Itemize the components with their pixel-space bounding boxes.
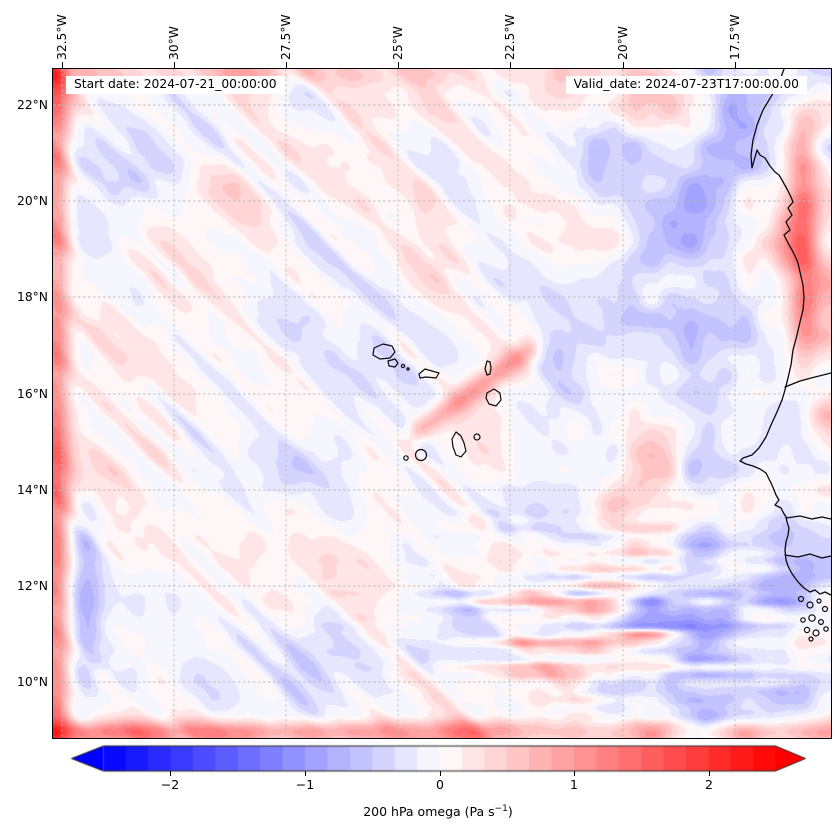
x-tick-label: 32.5°W [55, 14, 69, 60]
x-tick-mark [62, 62, 63, 68]
river-senegal [784, 372, 831, 388]
river-casamance [784, 553, 831, 559]
y-tick-label: 18°N [17, 290, 48, 304]
x-tick-mark [174, 62, 175, 68]
x-tick-label: 17.5°W [728, 14, 742, 60]
colorbar-tick-label: −2 [160, 777, 180, 792]
x-tick-label: 27.5°W [279, 14, 293, 60]
y-tick-label: 14°N [17, 483, 48, 497]
x-tick-mark [398, 62, 399, 68]
colorbar-tick-label: −1 [295, 777, 315, 792]
colorbar-tick-mark [170, 771, 171, 776]
colorbar-tick-mark [440, 771, 441, 776]
x-tick-mark [623, 62, 624, 68]
start-date-label: Start date: 2024-07-21_00:00:00 [66, 76, 285, 94]
colorbar-tick-mark [574, 771, 575, 776]
colorbar-tick-label: 0 [436, 777, 444, 792]
x-tick-mark [510, 62, 511, 68]
x-tick-label: 30°W [167, 26, 181, 60]
map-overlay [53, 69, 831, 738]
colorbar-canvas [68, 744, 808, 774]
map-plot-area: Start date: 2024-07-21_00:00:00 Valid_da… [52, 68, 832, 739]
colorbar-tick-mark [709, 771, 710, 776]
x-tick-label: 20°W [616, 26, 630, 60]
x-tick-mark [735, 62, 736, 68]
y-tick-label: 10°N [17, 675, 48, 689]
cape-verde-islands [372, 343, 502, 462]
x-tick-mark [286, 62, 287, 68]
valid-date-label: Valid_date: 2024-07-23T17:00:00.00 [565, 76, 807, 94]
colorbar-tick-mark [305, 771, 306, 776]
y-tick-label: 12°N [17, 579, 48, 593]
bijagos-islands [797, 595, 829, 642]
y-tick-label: 20°N [17, 194, 48, 208]
y-tick-label: 22°N [17, 98, 48, 112]
colorbar: −2 −1 0 1 2 200 hPa omega (Pa s−1) [68, 744, 808, 830]
river-gambia [785, 515, 831, 520]
colorbar-tick-label: 1 [570, 777, 578, 792]
colorbar-axis-label: 200 hPa omega (Pa s−1) [363, 804, 513, 820]
omega-field-canvas [53, 69, 831, 738]
x-tick-label: 22.5°W [503, 14, 517, 60]
x-tick-label: 25°W [391, 26, 405, 60]
africa-coastline [739, 69, 831, 596]
colorbar-tick-label: 2 [705, 777, 713, 792]
graticule [53, 69, 831, 738]
y-tick-label: 16°N [17, 387, 48, 401]
